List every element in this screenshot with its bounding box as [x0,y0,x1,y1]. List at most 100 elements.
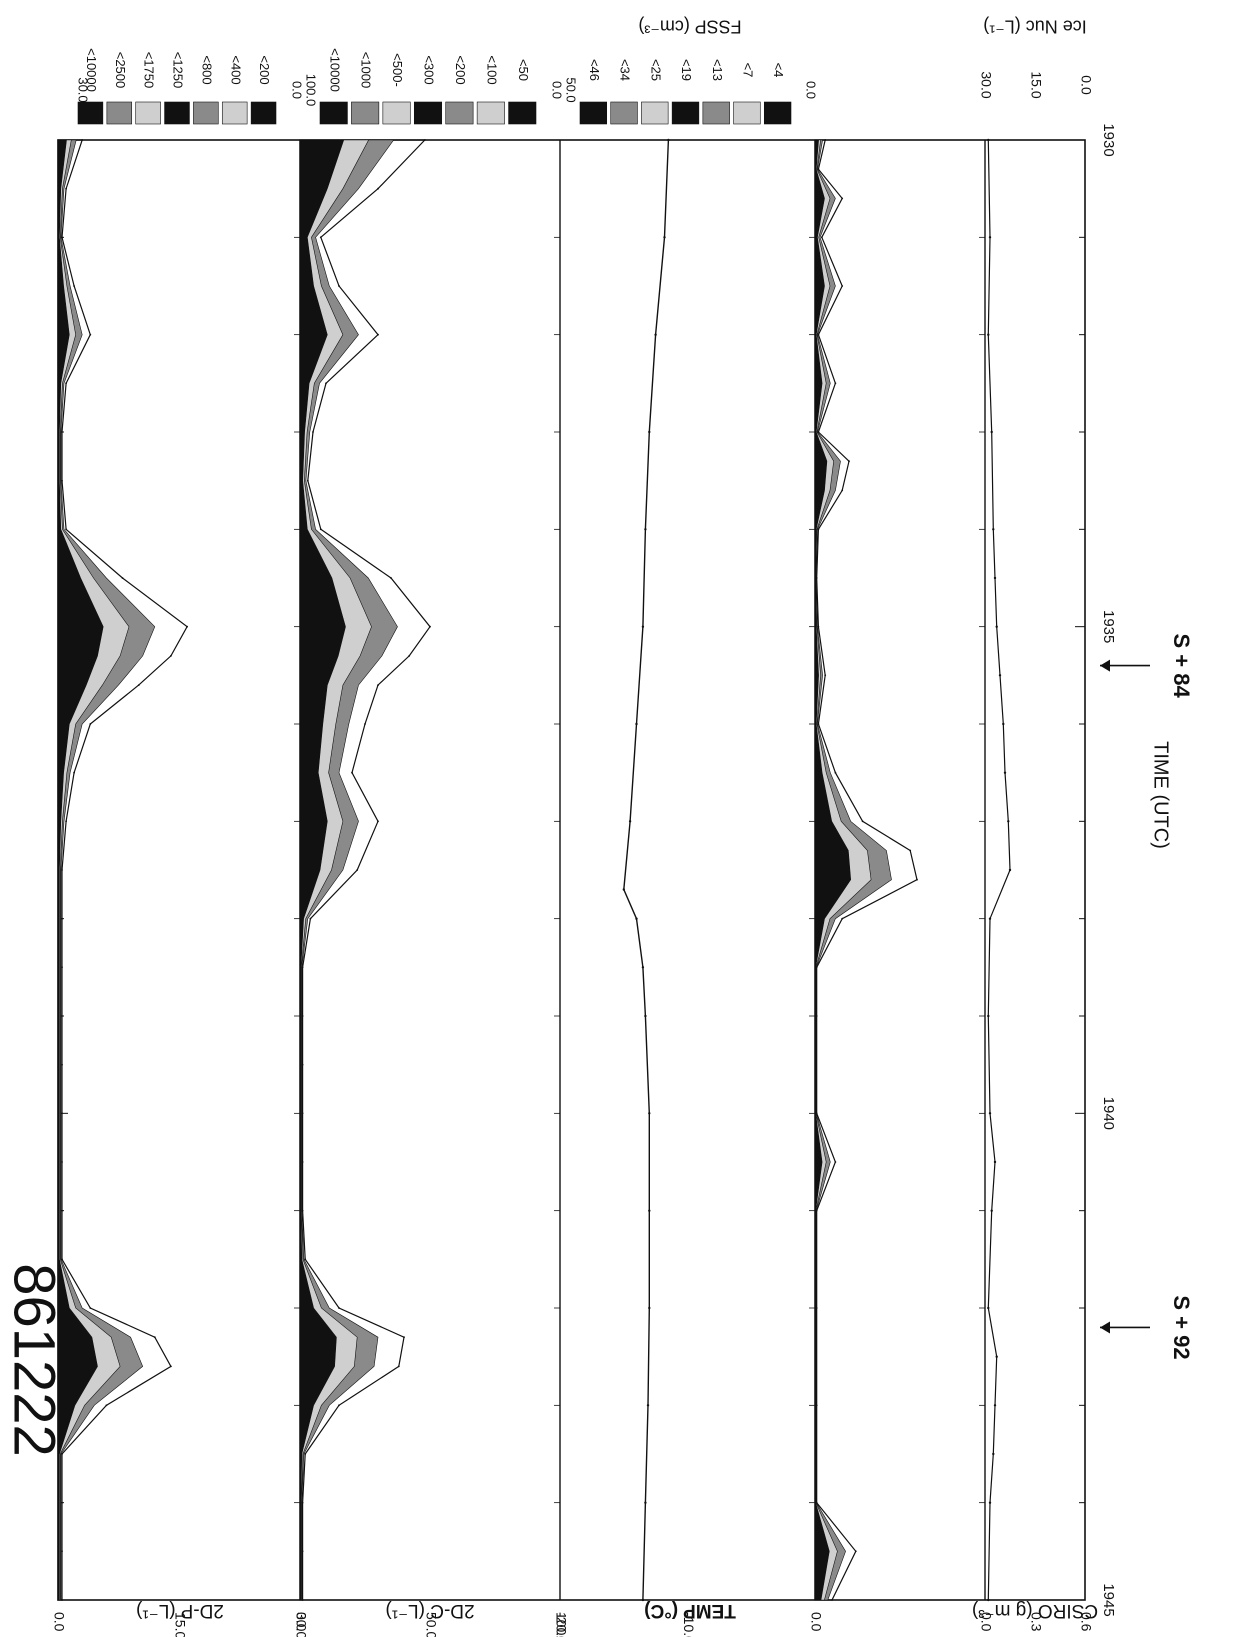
csiro-line [987,139,1011,1601]
data-point [1003,771,1007,774]
data-point [61,1453,63,1455]
data-point [815,1501,818,1504]
legend-range-label: 100.0 [304,74,319,107]
data-point [61,236,63,239]
legend-label: <1750 [142,52,157,89]
data-point [648,1112,651,1115]
data-marks-layer [57,138,1150,1602]
data-point [304,1453,307,1455]
legend-swatch [641,101,669,125]
data-point [622,888,625,891]
data-point [137,684,140,686]
data-point [61,479,63,482]
data-point [301,1112,304,1115]
data-point [992,528,995,531]
data-point [351,771,353,774]
data-point [61,1112,63,1115]
data-point [861,820,864,823]
data-point [987,1014,990,1018]
data-point [301,1501,304,1504]
data-point [817,723,820,725]
fssp-axis-label: FSSP (cm⁻³) [638,16,741,36]
data-point [815,1112,818,1115]
legend-label: <1250 [171,52,186,89]
data-point [993,576,997,580]
legend-label: <46 [587,59,602,81]
data-point [995,1355,998,1358]
data-point [377,820,379,823]
legend-swatch [250,101,277,125]
panel-label-csiro-ice-nuc: CSIRO (g m⁻³) [972,1600,1098,1621]
data-point [1002,722,1005,726]
legend-swatch [610,101,638,125]
data-point [61,1209,63,1212]
data-point [306,479,309,482]
legend-label: <4 [771,63,786,78]
y-tick-label: 100.0 [553,1612,569,1637]
data-point [667,138,670,142]
plot-frame-layer [57,139,1086,1601]
legend-label: <10000 [327,48,342,92]
data-point [312,431,314,433]
data-point [815,1404,818,1407]
legend-swatch [445,101,474,125]
legend-label: <100 [484,55,499,84]
x-axis-label: TIME (UTC) [1150,741,1172,849]
y-tick-label: 30.0 [293,1612,309,1637]
data-point [153,1336,156,1339]
data-point [817,168,820,171]
annotation-arrowhead [1100,1321,1110,1334]
y-tick-label: 15.0 [172,1612,188,1637]
legend-swatch [77,101,104,125]
time-tick-label: 1935 [1100,610,1117,643]
data-point [646,1404,650,1407]
figure-id: 861222 [2,1263,67,1457]
legend-swatch [671,101,700,125]
data-point [61,1501,63,1504]
right-axis-tick-label: 30.0 [978,71,994,98]
legend-swatch [476,101,505,125]
data-point [170,1365,172,1368]
data-point [988,917,992,920]
data-point [319,236,322,239]
data-point [988,236,992,239]
y-tick-label: -20.0 [553,1612,569,1637]
data-point [987,138,990,142]
data-point [61,917,63,920]
data-point [301,966,304,969]
data-point [815,577,818,579]
data-point [841,197,844,200]
legend-swatch [579,101,608,125]
data-point [817,528,820,531]
data-point [644,1501,647,1504]
legend-swatch [702,101,730,125]
data-point [121,577,124,579]
data-point [834,1161,837,1163]
data-point [993,1404,997,1407]
legend-swatch [135,101,161,125]
y-tick-label: 0.0 [51,1612,67,1632]
data-point [377,187,379,190]
data-point [824,139,827,141]
data-point [663,236,666,239]
data-point [338,285,340,287]
legend-label: <1000 [359,52,374,89]
data-point [304,1258,307,1261]
y-tick-label: 0.0 [293,1612,309,1632]
y-tick-label: 0.6 [1078,1612,1094,1632]
data-point [990,430,993,434]
area-layer-2d-p [57,139,188,1601]
right-axis-tick-label: 15.0 [1028,71,1044,98]
data-point [61,1550,63,1553]
area-layer-2d-p [57,139,156,1601]
data-point [815,1015,818,1017]
data-point [301,1161,304,1163]
area-layer-2d-c [299,139,346,1601]
time-tick-label: 1930 [1100,123,1117,156]
data-point [377,684,379,686]
data-point [834,771,837,774]
data-point [998,674,1002,677]
data-point [995,625,998,628]
